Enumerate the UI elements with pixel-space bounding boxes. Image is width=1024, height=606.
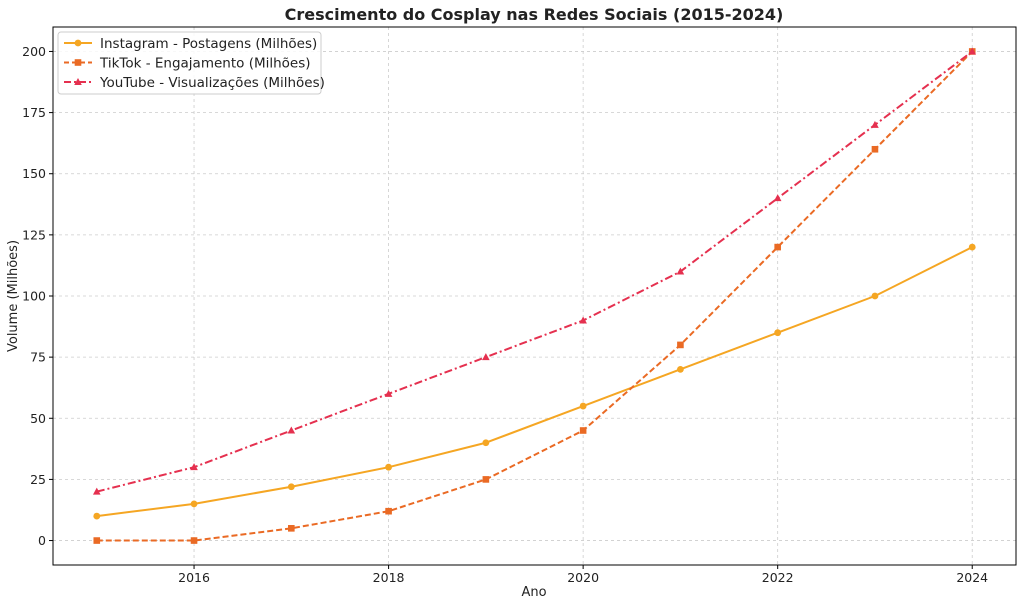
data-point: [190, 537, 198, 544]
data-point: [93, 512, 101, 520]
data-point: [677, 365, 684, 373]
x-axis: 2016 2018 2020 2022 2024: [178, 565, 988, 585]
y-tick-label: 125: [22, 227, 46, 242]
y-axis-label: Volume (Milhões): [6, 240, 21, 352]
y-tick-label: 150: [22, 166, 46, 181]
data-point: [579, 427, 587, 434]
data-point: [774, 329, 782, 337]
data-point: [384, 389, 393, 397]
x-tick-label: 2022: [762, 570, 794, 585]
data-point: [871, 120, 879, 128]
series-layer: [92, 47, 977, 544]
legend-label: TikTok - Engajamento (Milhões): [99, 56, 311, 72]
legend-marker: [74, 59, 82, 66]
x-tick-label: 2020: [567, 570, 599, 585]
data-point: [774, 243, 781, 251]
x-axis-label: Ano: [521, 585, 546, 600]
y-tick-label: 200: [22, 44, 46, 59]
series-3: [92, 47, 977, 495]
series-line: [96, 50, 973, 542]
series-line: [96, 246, 973, 518]
data-point: [871, 292, 879, 300]
data-point: [482, 476, 490, 483]
y-tick-label: 175: [22, 105, 46, 120]
data-point: [93, 537, 101, 544]
data-point: [968, 243, 976, 251]
y-tick-label: 75: [30, 350, 46, 365]
data-point: [677, 341, 684, 349]
data-point: [482, 439, 490, 447]
data-point: [288, 525, 295, 532]
data-point: [287, 426, 296, 434]
data-point: [287, 483, 295, 491]
legend: Instagram - Postagens (Milhões) TikTok - …: [57, 31, 325, 95]
data-point: [773, 194, 782, 202]
x-tick-label: 2016: [178, 570, 210, 585]
data-point: [871, 145, 879, 153]
legend-marker: [74, 78, 82, 85]
legend-box: [57, 31, 322, 95]
chart-title: Crescimento do Cosplay nas Redes Sociais…: [285, 5, 784, 24]
data-point: [968, 47, 977, 55]
data-point: [92, 487, 101, 495]
data-point: [482, 353, 490, 361]
legend-label: Instagram - Postagens (Milhões): [100, 36, 317, 52]
x-tick-label: 2018: [373, 570, 405, 585]
y-tick-label: 50: [30, 411, 46, 426]
legend-label: YouTube - Visualizações (Milhões): [99, 75, 325, 91]
data-point: [579, 402, 587, 410]
data-point: [385, 463, 392, 471]
y-axis: 0 25 50 75 100 125 150 175 200: [22, 44, 53, 548]
data-point: [190, 463, 198, 471]
x-tick-label: 2024: [956, 570, 988, 585]
series-1: [93, 243, 976, 520]
y-tick-label: 25: [30, 472, 46, 487]
y-tick-label: 100: [22, 289, 46, 304]
data-point: [385, 507, 392, 515]
data-point: [190, 500, 198, 508]
data-point: [579, 316, 587, 324]
y-tick-label: 0: [38, 533, 46, 548]
series-line: [96, 50, 973, 493]
grid: [53, 27, 1016, 565]
data-point: [676, 267, 685, 275]
legend-marker: [74, 39, 82, 47]
